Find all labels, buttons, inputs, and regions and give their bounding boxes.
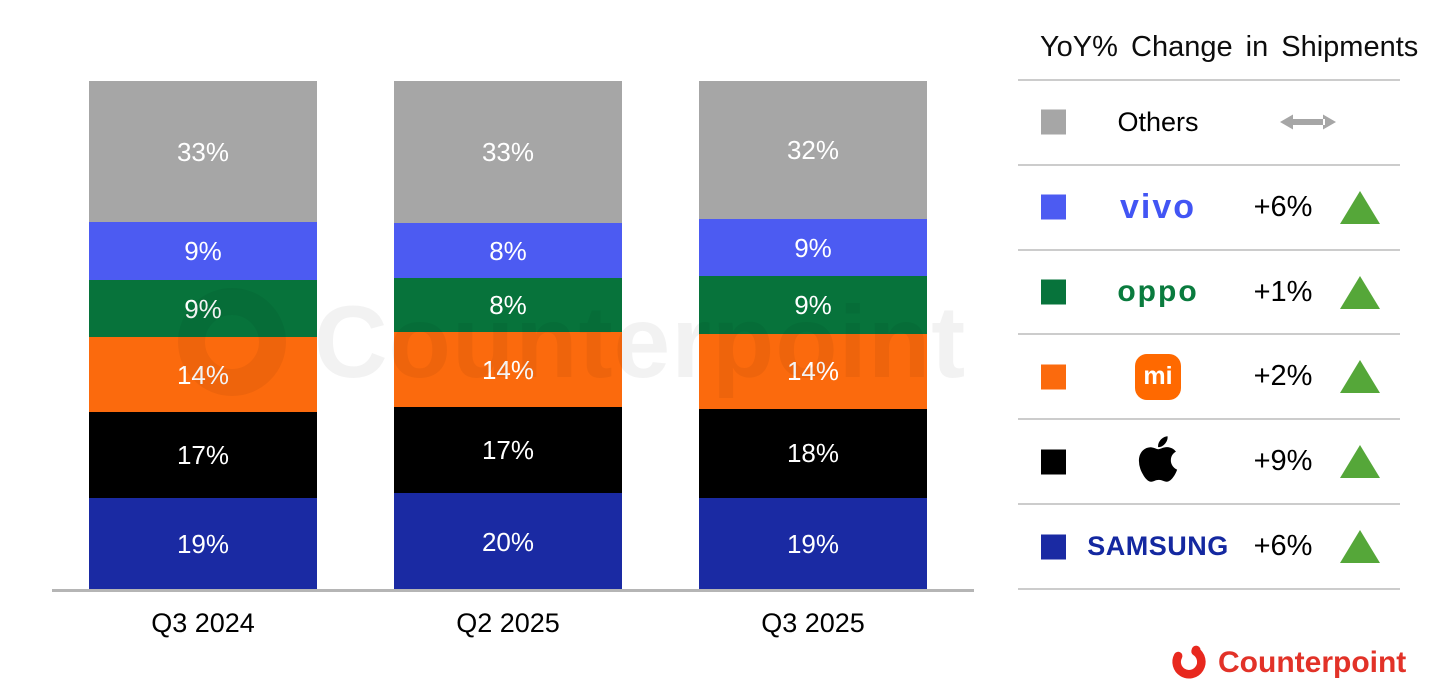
brand-cell <box>1078 420 1238 503</box>
flat-trend-arrow-icon <box>1268 81 1348 164</box>
counterpoint-brand-footer: Counterpoint <box>1170 640 1406 685</box>
brand-cell: SAMSUNG <box>1078 505 1238 588</box>
legend-row-oppo: oppo +1% <box>1018 250 1400 336</box>
legend-title: YoY% Change in Shipments <box>1040 31 1419 63</box>
stacked-bar-q3-2025: 32% 9% 9% 14% 18% 19% <box>699 81 927 590</box>
up-trend-triangle-icon <box>1336 505 1384 588</box>
stacked-bar-q3-2024: 33% 9% 9% 14% 17% 19% <box>89 81 317 591</box>
up-trend-triangle-icon <box>1336 166 1384 249</box>
bar-segment-samsung: 19% <box>699 497 927 590</box>
bar-segment-xiaomi: 14% <box>89 337 317 413</box>
legend-swatch-samsung <box>1041 534 1066 560</box>
vivo-wordmark-logo: vivo <box>1119 187 1197 226</box>
yoy-change-value-apple: +9% <box>1253 445 1313 478</box>
up-trend-triangle-icon <box>1336 335 1384 418</box>
apple-logo-icon <box>1138 433 1178 490</box>
brand-cell: vivo <box>1078 166 1238 249</box>
yoy-change-value-oppo: +1% <box>1253 275 1313 308</box>
bar-segment-value-label: 33% <box>481 137 535 168</box>
legend-row-apple: +9% <box>1018 420 1400 506</box>
bar-segment-value-label: 17% <box>481 435 535 466</box>
bar-segment-value-label: 14% <box>176 359 230 390</box>
bar-segment-value-label: 18% <box>786 438 840 469</box>
bar-segment-vivo: 9% <box>89 222 317 280</box>
x-axis-label: Q3 2024 <box>151 608 255 638</box>
bar-segment-value-label: 20% <box>481 526 535 557</box>
brand-cell: oppo <box>1078 251 1238 334</box>
up-triangle <box>1340 275 1380 309</box>
bar-segment-others: 32% <box>699 81 927 219</box>
samsung-wordmark-logo: SAMSUNG <box>1087 531 1229 562</box>
yoy-change-value-vivo: +6% <box>1253 190 1313 223</box>
bar-segment-vivo: 9% <box>699 218 927 277</box>
up-trend-triangle-icon <box>1336 420 1384 503</box>
counterpoint-logo-icon <box>1170 640 1208 685</box>
bar-segment-others: 33% <box>89 81 317 223</box>
up-triangle <box>1340 190 1380 224</box>
counterpoint-logo-text: Counterpoint <box>1218 645 1407 679</box>
x-axis-line <box>52 589 974 592</box>
yoy-change-value-samsung: +6% <box>1253 530 1313 563</box>
yoy-change-value-xiaomi: +2% <box>1253 360 1313 393</box>
bar-segment-others: 33% <box>394 81 622 224</box>
bar-segment-value-label: 8% <box>489 289 527 320</box>
bar-segment-value-label: 14% <box>786 356 840 387</box>
bar-segment-apple: 18% <box>699 408 927 498</box>
legend-swatch-vivo <box>1041 194 1066 220</box>
bar-segment-xiaomi: 14% <box>699 333 927 409</box>
yoy-legend-panel: YoY% Change in Shipments Others vivo +6% op… <box>1018 0 1418 592</box>
bar-segment-value-label: 9% <box>184 236 222 267</box>
legend-swatch-apple <box>1041 449 1066 475</box>
legend-row-vivo: vivo +6% <box>1018 165 1400 251</box>
bar-segment-value-label: 8% <box>489 235 527 266</box>
bar-segment-value-label: 9% <box>794 232 832 263</box>
legend-rows: Others vivo +6% oppo +1% mi +2% +9% SAMSUNG +6% <box>1018 79 1400 590</box>
stacked-bar-q2-2025: 33% 8% 8% 14% 17% 20% <box>394 81 622 590</box>
up-triangle <box>1340 530 1380 564</box>
bar-segment-value-label: 19% <box>786 528 840 559</box>
bar-segment-samsung: 19% <box>89 497 317 591</box>
legend-swatch-others <box>1041 109 1066 135</box>
legend-row-others: Others <box>1018 81 1400 166</box>
brand-cell: mi <box>1078 335 1238 418</box>
bar-segment-value-label: 32% <box>786 134 840 165</box>
bar-segment-oppo: 9% <box>699 276 927 334</box>
bar-segment-samsung: 20% <box>394 493 622 590</box>
x-axis-label: Q2 2025 <box>456 608 560 638</box>
bar-segment-oppo: 9% <box>89 279 317 338</box>
legend-swatch-oppo <box>1041 279 1066 305</box>
bar-segment-apple: 17% <box>89 412 317 498</box>
bar-segment-value-label: 9% <box>794 290 832 321</box>
legend-row-samsung: SAMSUNG +6% <box>1018 505 1400 590</box>
legend-label-others: Others <box>1117 106 1199 137</box>
bar-segment-value-label: 9% <box>184 293 222 324</box>
up-trend-triangle-icon <box>1336 251 1384 334</box>
legend-row-xiaomi: mi +2% <box>1018 335 1400 421</box>
bar-segment-apple: 17% <box>394 407 622 494</box>
up-triangle <box>1340 360 1380 394</box>
x-axis-label: Q3 2025 <box>761 608 865 638</box>
bar-segment-value-label: 17% <box>176 439 230 470</box>
bar-segment-oppo: 8% <box>394 277 622 332</box>
up-triangle <box>1340 445 1380 479</box>
brand-cell: Others <box>1078 81 1238 164</box>
bar-segment-vivo: 8% <box>394 223 622 278</box>
oppo-wordmark-logo: oppo <box>1117 275 1199 309</box>
xiaomi-mi-logo-icon: mi <box>1135 353 1181 400</box>
bar-segment-value-label: 19% <box>176 528 230 559</box>
legend-swatch-xiaomi <box>1041 364 1066 390</box>
bar-segment-xiaomi: 14% <box>394 331 622 408</box>
bar-segment-value-label: 14% <box>481 354 535 385</box>
bar-segment-value-label: 33% <box>176 136 230 167</box>
